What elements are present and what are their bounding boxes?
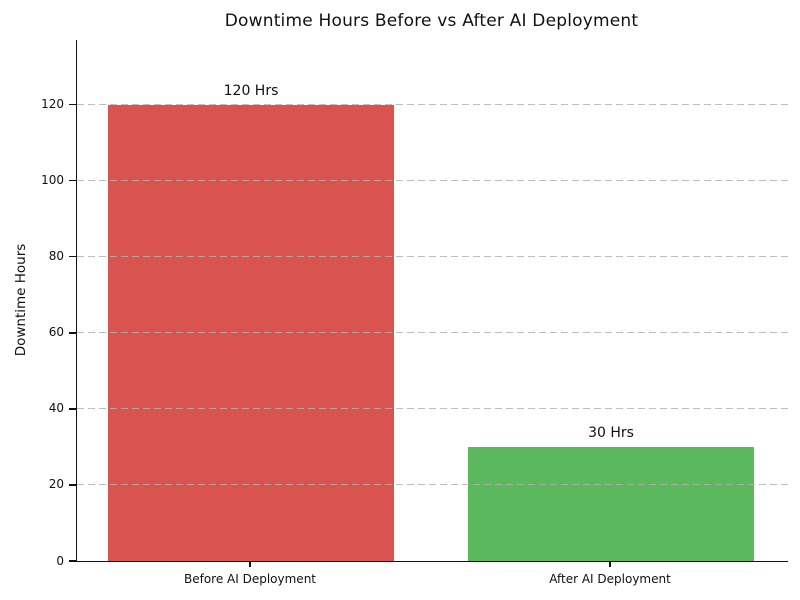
y-tick-mark-40: [69, 408, 76, 410]
gridline-y-120: [77, 104, 788, 106]
y-tick-mark-120: [69, 103, 76, 106]
y-tick-label-100: 100: [41, 173, 64, 188]
x-tick-label-1: After AI Deployment: [549, 572, 671, 586]
bar-value-label-0: 120 Hrs: [223, 82, 279, 99]
y-tick-label-80: 80: [48, 249, 64, 264]
y-tick-mark-100: [69, 180, 76, 182]
gridline-y-60: [77, 332, 788, 334]
y-tick-mark-80: [69, 256, 76, 258]
gridline-y-80: [77, 256, 788, 258]
gridline-y-40: [77, 408, 788, 410]
y-tick-label-40: 40: [48, 401, 64, 416]
y-tick-mark-60: [69, 332, 76, 334]
y-tick-mark-0: [69, 560, 76, 562]
y-tick-label-0: 0: [56, 553, 64, 568]
y-tick-mark-20: [69, 484, 76, 486]
x-tick-mark-0: [249, 562, 251, 567]
plot-area: 120 Hrs 30 Hrs: [76, 40, 788, 562]
bar-value-label-1: 30 Hrs: [588, 424, 634, 441]
chart-title: Downtime Hours Before vs After AI Deploy…: [224, 11, 639, 31]
gridline-y-100: [77, 180, 788, 182]
y-tick-label-120: 120: [41, 97, 64, 112]
x-tick-mark-1: [609, 562, 611, 567]
y-tick-label-20: 20: [48, 477, 64, 492]
bar-1: [468, 446, 754, 561]
gridline-y-20: [77, 484, 788, 486]
x-tick-label-0: Before AI Deployment: [183, 572, 317, 586]
y-tick-label-60: 60: [48, 325, 64, 340]
